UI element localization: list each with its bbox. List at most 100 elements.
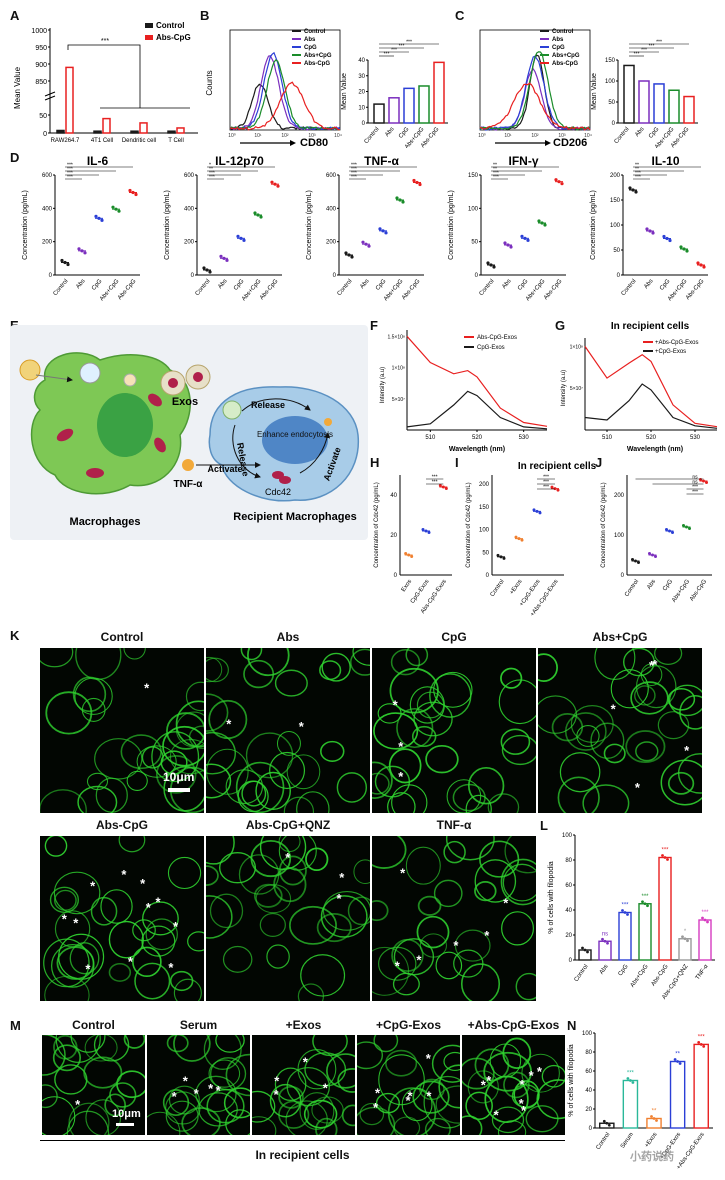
m-title-0: Control [42, 1018, 145, 1032]
d-point [648, 229, 651, 232]
d-point [509, 245, 512, 248]
pct-point [676, 1060, 679, 1063]
d-point [665, 237, 668, 240]
legend-item: Abs [304, 37, 316, 43]
sig-mark: *** [391, 48, 397, 54]
k-title-0: Control [40, 630, 204, 644]
d-point [205, 268, 208, 271]
point [410, 555, 413, 558]
pct-ytick: 100 [582, 1031, 593, 1037]
a-xtick: 4T1 Cell [91, 138, 113, 144]
d-xtick: Abs [75, 278, 86, 290]
ytick: 50 [482, 550, 489, 556]
pct-bar [679, 939, 691, 960]
label-exos: Exos [172, 396, 198, 408]
sig-mark: *** [649, 44, 655, 50]
xtick: Abs [646, 579, 657, 591]
d-xtick: CpG [91, 278, 104, 292]
legend-item: Abs-CpG [552, 61, 578, 67]
a-xtick: T Cell [168, 138, 184, 144]
k-title-row2-2: TNF-α [372, 818, 536, 832]
pct-sig: ** [675, 1052, 680, 1058]
panel-g-ylabel: Intensity (a.u) [561, 370, 567, 406]
filopodia-star: * [393, 697, 399, 712]
x-tick: 510 [602, 435, 613, 441]
m-image-1: * * * * * [147, 1035, 250, 1135]
point [702, 480, 705, 483]
d-point [225, 259, 228, 262]
pct-point [661, 854, 664, 857]
d-point [350, 255, 353, 258]
pct-ylabel: % of cells with filopodia [548, 861, 555, 933]
d-point [361, 241, 364, 244]
a-bar [94, 131, 101, 133]
g-ytick: 5×10⁷ [570, 386, 583, 392]
bar-3 [419, 86, 429, 123]
point [404, 552, 407, 555]
xtick: Control [490, 579, 506, 598]
x-tick: 510 [425, 435, 436, 441]
pct-point [679, 1062, 682, 1065]
m-title-2: +Exos [252, 1018, 355, 1032]
d-point [239, 237, 242, 240]
svg-text:10⁴: 10⁴ [334, 133, 342, 139]
bar-1 [639, 81, 649, 123]
xtick: Exos [401, 579, 414, 593]
pct-ytick: 40 [565, 908, 572, 914]
k-title-1: Abs [206, 630, 370, 644]
pct-point [666, 858, 669, 861]
d-ytick: 0 [333, 273, 337, 279]
panel-J: Concentration of Cdc42 (pg/mL) 2001000Con… [601, 475, 712, 604]
pct-point [706, 921, 709, 924]
k-scale-label: 10μm [163, 770, 194, 784]
d-title: TNF-α [364, 155, 399, 168]
d-ylabel: Concentration (pg/mL) [306, 190, 313, 260]
panel-f-chart: Intensity (a.u) 510 520 5301.5×10⁸1×10⁸5×1… [372, 325, 552, 455]
xtick: Control [624, 579, 640, 598]
k-image-3: * * * * * [538, 648, 702, 813]
k-image-row2-2: * * * * * * [372, 836, 536, 1001]
pct-bar [599, 941, 611, 960]
hist-line-1 [480, 69, 590, 130]
bar-ytick: 150 [605, 58, 616, 64]
d-point [222, 257, 225, 260]
sig-mark: *** [634, 52, 640, 58]
bar-ytick: 0 [612, 121, 616, 127]
d-point [83, 251, 86, 254]
svg-text:10¹: 10¹ [254, 133, 262, 139]
pct-point [603, 1120, 606, 1123]
bar-ytick: 10 [358, 105, 365, 111]
m-caption: In recipient cells [40, 1148, 565, 1162]
legend-swatch-control [145, 23, 153, 28]
d-xtick: Abs [359, 278, 370, 290]
panel-c-chart: 10⁰ 10¹ 10² 10³ 10⁴ CD206 ControlAbsCpGAbs+C… [455, 18, 720, 148]
pct-bar [623, 1081, 637, 1129]
pct-point [606, 942, 609, 945]
m-scale-bar [116, 1123, 134, 1126]
point [500, 555, 503, 558]
m-title-4: +Abs-CpG-Exos [462, 1018, 565, 1032]
a-bar [168, 131, 175, 133]
pct-point [686, 939, 689, 942]
filopodia-star: * [611, 702, 617, 717]
point [533, 508, 536, 511]
pct-bar [671, 1062, 685, 1129]
d-xtick: Control [195, 278, 212, 297]
d-ytick: 600 [326, 173, 337, 179]
pct-xtick: Serum [620, 1132, 635, 1150]
d-point [506, 243, 509, 246]
d-point [60, 259, 63, 262]
d-title: IL-12p70 [215, 155, 264, 168]
d-xtick: Abs [643, 278, 654, 290]
filopodia-star: * [85, 962, 91, 977]
point [428, 531, 431, 534]
d-xtick: Control [479, 278, 496, 297]
d-point [668, 239, 671, 242]
panel-b-ylabel: Counts [205, 70, 214, 95]
d-ytick: 100 [468, 206, 479, 212]
pct-point [641, 900, 644, 903]
sig-mark: *** [384, 52, 390, 58]
bar-1 [389, 98, 399, 123]
g-ytick: 1×10⁸ [570, 344, 583, 350]
point [518, 537, 521, 540]
